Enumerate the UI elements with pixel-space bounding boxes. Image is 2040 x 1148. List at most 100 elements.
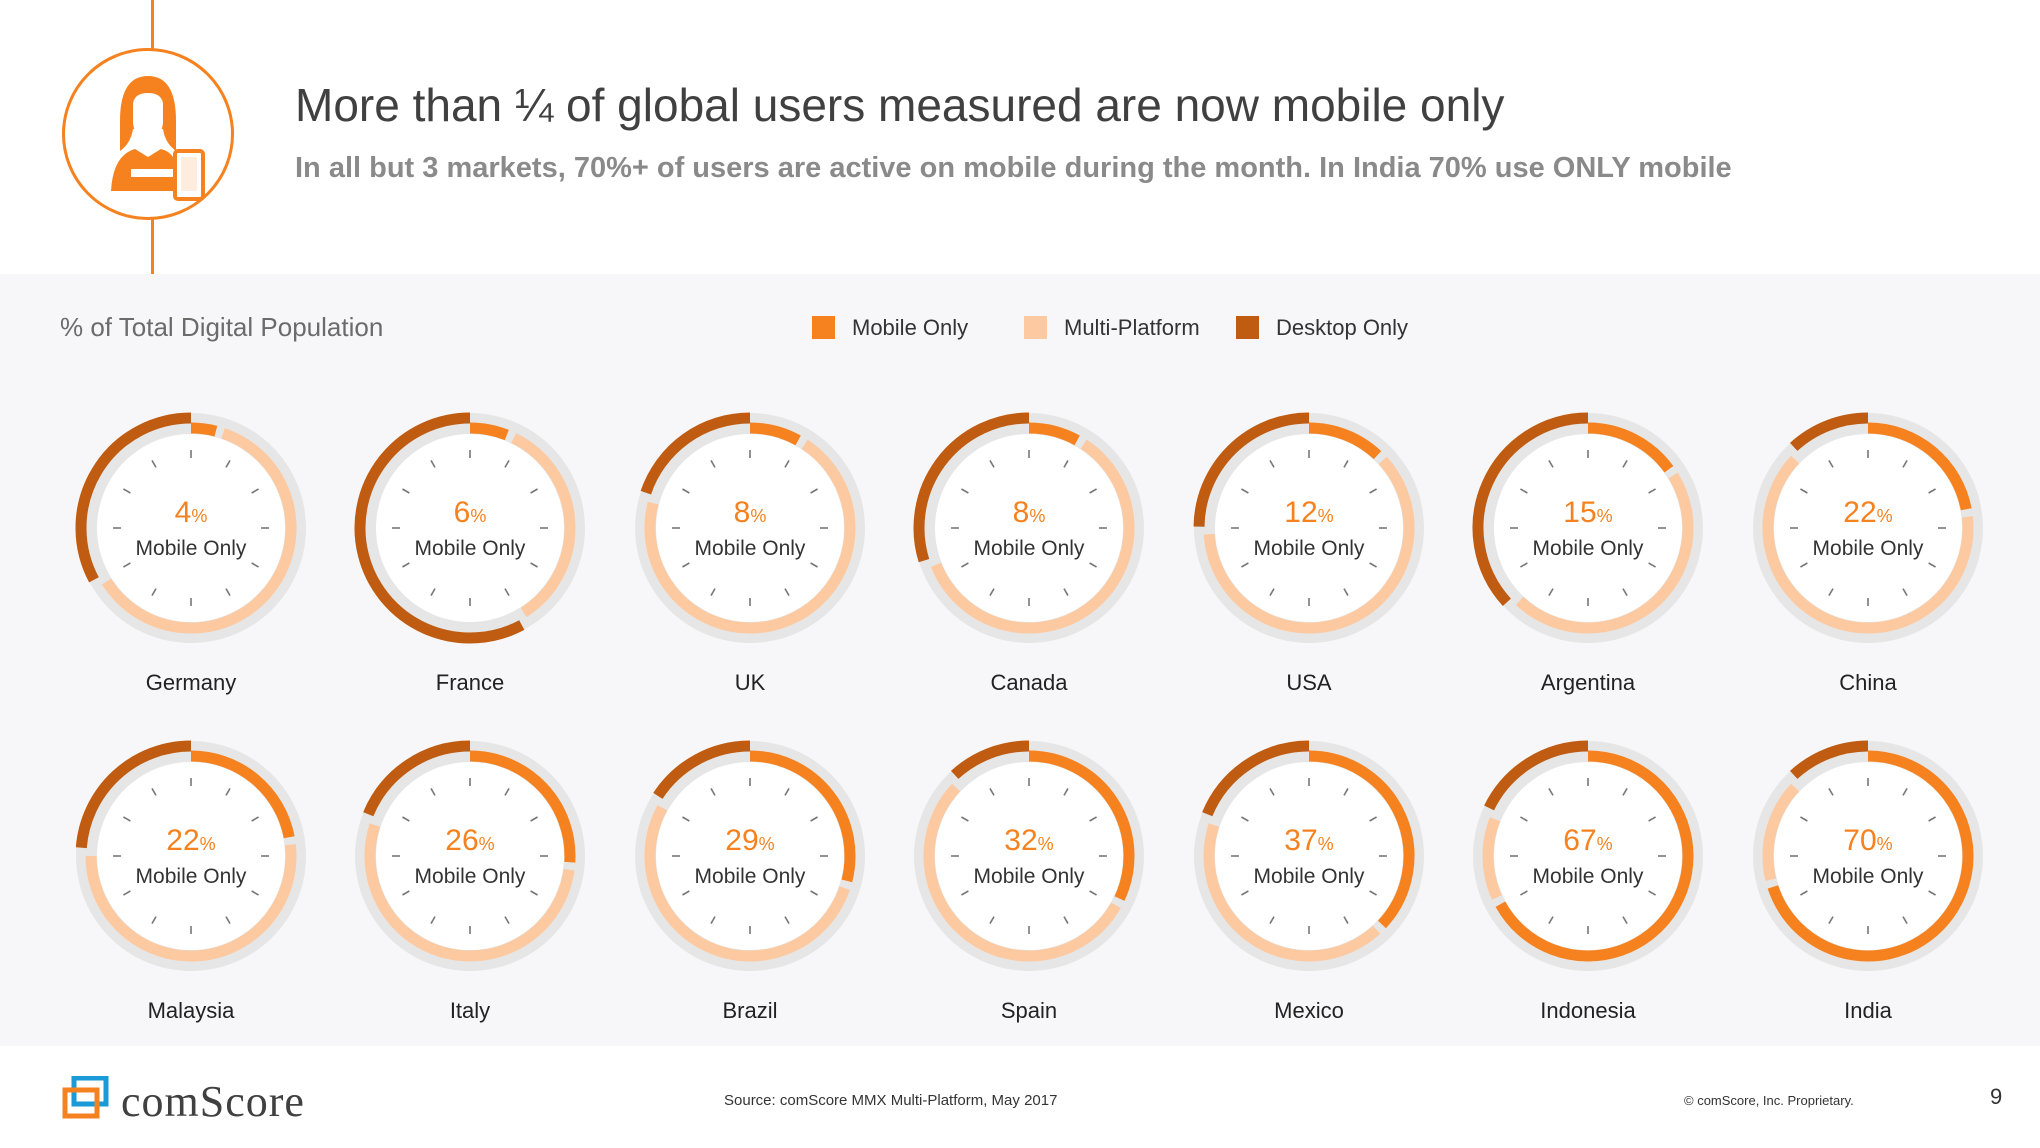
- clock-tick: [682, 890, 690, 896]
- clock-tick: [1622, 460, 1628, 468]
- clock-tick: [1800, 562, 1808, 568]
- clock-tick: [784, 460, 790, 468]
- mobile-only-arc: [190, 422, 218, 437]
- clock-tick: [784, 588, 790, 596]
- clock-tick: [1928, 488, 1936, 494]
- center-label: Mobile Only: [695, 537, 806, 560]
- clock-tick: [1548, 916, 1554, 924]
- clock-tick: [430, 788, 436, 796]
- desktop-only-arc: [75, 412, 192, 583]
- multi-platform-arc: [101, 428, 297, 634]
- desktop-only-arc: [1484, 740, 1589, 811]
- donut-center: [1774, 762, 1962, 950]
- clock-tick: [1343, 916, 1349, 924]
- clock-tick: [1063, 588, 1069, 596]
- comscore-logo-icon: [62, 1075, 110, 1125]
- country-label: USA: [1286, 670, 1332, 695]
- country-label: France: [436, 670, 504, 695]
- clock-tick: [710, 916, 716, 924]
- clock-tick: [810, 890, 818, 896]
- clock-tick: [1369, 890, 1377, 896]
- donut-center: [1215, 762, 1403, 950]
- clock-tick: [1369, 562, 1377, 568]
- center-label: Mobile Only: [974, 865, 1085, 888]
- desktop-only-arc: [75, 740, 192, 849]
- clock-tick: [961, 816, 969, 822]
- person-with-phone-icon: [62, 48, 234, 220]
- desktop-only-arc: [354, 412, 525, 644]
- clock-tick: [1269, 588, 1275, 596]
- mobile-only-value: 32%: [1004, 824, 1053, 857]
- mobile-only-value: 70%: [1843, 824, 1892, 857]
- mobile-only-value: 22%: [166, 824, 215, 857]
- clock-tick: [530, 562, 538, 568]
- clock-tick: [1241, 816, 1249, 822]
- clock-tick: [1648, 562, 1656, 568]
- clock-tick: [123, 488, 131, 494]
- mobile-only-value: 37%: [1284, 824, 1333, 857]
- page-number: 9: [1990, 1084, 2003, 1109]
- clock-tick: [251, 488, 259, 494]
- multi-platform-arc: [1762, 783, 1800, 881]
- clock-tick: [1520, 890, 1528, 896]
- clock-tick: [961, 488, 969, 494]
- mobile-only-arc: [190, 750, 295, 839]
- donut-chart-grid: 4% Mobile Only Germany 6% Mobile Only France 8…: [75, 412, 1983, 1023]
- clock-tick: [1648, 488, 1656, 494]
- donut-chart: 26% Mobile Only Italy: [355, 740, 585, 1023]
- center-label: Mobile Only: [1813, 537, 1924, 560]
- clock-tick: [1800, 816, 1808, 822]
- center-label: Mobile Only: [1533, 865, 1644, 888]
- mobile-only-arc: [1028, 750, 1135, 901]
- clock-tick: [430, 588, 436, 596]
- clock-tick: [961, 562, 969, 568]
- desktop-only-arc: [1472, 412, 1589, 606]
- center-label: Mobile Only: [415, 865, 526, 888]
- legend-label: Multi-Platform: [1064, 315, 1200, 340]
- clock-tick: [1089, 890, 1097, 896]
- donut-center: [935, 434, 1123, 622]
- desktop-only-arc: [640, 412, 751, 495]
- country-label: UK: [735, 670, 766, 695]
- clock-tick: [989, 460, 995, 468]
- multi-platform-arc: [1482, 817, 1503, 900]
- clock-tick: [784, 916, 790, 924]
- mobile-only-value: 8%: [734, 496, 767, 529]
- clock-tick: [225, 788, 231, 796]
- desktop-only-arc: [950, 740, 1030, 780]
- desktop-only-arc: [1202, 740, 1310, 817]
- clock-tick: [1828, 460, 1834, 468]
- donut-chart: 8% Mobile Only UK: [635, 412, 865, 695]
- clock-tick: [710, 788, 716, 796]
- donut-center: [1494, 434, 1682, 622]
- clock-tick: [1622, 788, 1628, 796]
- clock-tick: [251, 890, 259, 896]
- clock-tick: [784, 788, 790, 796]
- clock-tick: [1800, 890, 1808, 896]
- multi-platform-arc: [644, 805, 850, 962]
- clock-tick: [530, 488, 538, 494]
- clock-tick: [1369, 488, 1377, 494]
- multi-platform-arc: [364, 823, 575, 962]
- clock-tick: [1648, 816, 1656, 822]
- clock-tick: [225, 460, 231, 468]
- clock-tick: [1902, 916, 1908, 924]
- mobile-only-value: 12%: [1284, 496, 1333, 529]
- legend-swatch: [812, 316, 835, 339]
- country-label: Brazil: [722, 998, 777, 1023]
- clock-tick: [1548, 588, 1554, 596]
- mobile-only-arc: [1308, 422, 1382, 460]
- clock-tick: [1241, 488, 1249, 494]
- clock-tick: [151, 916, 157, 924]
- mobile-only-value: 26%: [445, 824, 494, 857]
- donut-chart: 6% Mobile Only France: [354, 412, 585, 695]
- mobile-only-arc: [749, 422, 801, 446]
- mobile-only-value: 67%: [1563, 824, 1612, 857]
- footer: comScore Source: comScore MMX Multi-Plat…: [0, 1046, 2040, 1148]
- clock-tick: [1622, 588, 1628, 596]
- clock-tick: [1902, 588, 1908, 596]
- mobile-only-arc: [1028, 422, 1080, 446]
- copyright-note: © comScore, Inc. Proprietary.: [1684, 1093, 1854, 1108]
- clock-tick: [504, 788, 510, 796]
- clock-tick: [989, 916, 995, 924]
